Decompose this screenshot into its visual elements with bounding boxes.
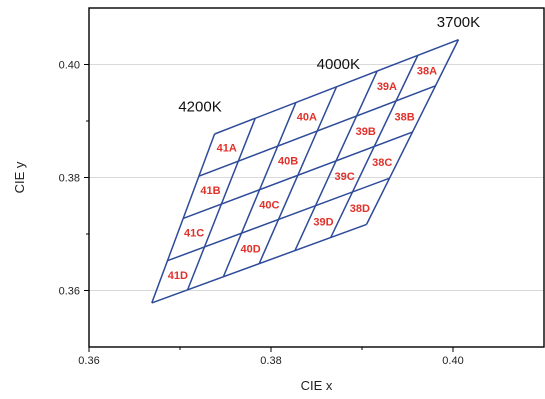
- bin-label-41d: 41D: [168, 270, 188, 282]
- y-axis-label: CIE y: [12, 161, 27, 193]
- x-tick-label: 0.40: [442, 355, 463, 367]
- bin-label-39c: 39C: [335, 171, 355, 183]
- x-axis-label: CIE x: [301, 378, 333, 393]
- bin-label-38a: 38A: [417, 65, 437, 77]
- y-tick-label: 0.38: [59, 173, 80, 185]
- y-tick-label: 0.36: [59, 286, 80, 298]
- bin-grid: [151, 38, 460, 304]
- y-ticks: 0.36 0.38 0.40: [59, 60, 89, 298]
- bin-label-41a: 41A: [217, 142, 237, 154]
- bin-label-40d: 40D: [241, 243, 261, 255]
- bin-label-38b: 38B: [394, 111, 414, 123]
- x-tick-label: 0.38: [260, 355, 281, 367]
- bin-label-41c: 41C: [184, 228, 204, 240]
- cct-label-3700k: 3700K: [437, 14, 480, 31]
- y-tick-label: 0.40: [59, 60, 80, 72]
- bin-label-39b: 39B: [356, 126, 376, 138]
- cct-label-4000k: 4000K: [317, 56, 360, 73]
- bin-grid-horizontal-line: [214, 38, 459, 135]
- cct-annotations: 4200K 4000K 3700K: [178, 14, 480, 115]
- cct-label-4200k: 4200K: [178, 98, 221, 115]
- bin-grid-horizontal-line: [198, 85, 436, 177]
- bin-label-40a: 40A: [297, 112, 317, 124]
- x-tick-label: 0.36: [78, 355, 99, 367]
- bin-label-38d: 38D: [350, 203, 370, 215]
- gridlines: [89, 64, 544, 291]
- bin-grid-horizontal-line: [167, 177, 390, 262]
- bin-grid-horizontal-line: [182, 131, 413, 220]
- bin-labels: 41A 40A 39A 38A 41B 40B 39B 38B 41C 40C 39C 38C 41D 4…: [168, 65, 437, 282]
- x-ticks: 0.36 0.38 0.40: [78, 347, 464, 367]
- bin-label-40c: 40C: [259, 199, 279, 211]
- bin-label-39a: 39A: [377, 81, 397, 93]
- bin-label-39d: 39D: [313, 216, 333, 228]
- bin-label-41b: 41B: [200, 185, 220, 197]
- bin-label-38c: 38C: [372, 157, 392, 169]
- bin-label-40b: 40B: [278, 156, 298, 168]
- bin-grid-horizontal-line: [151, 223, 367, 304]
